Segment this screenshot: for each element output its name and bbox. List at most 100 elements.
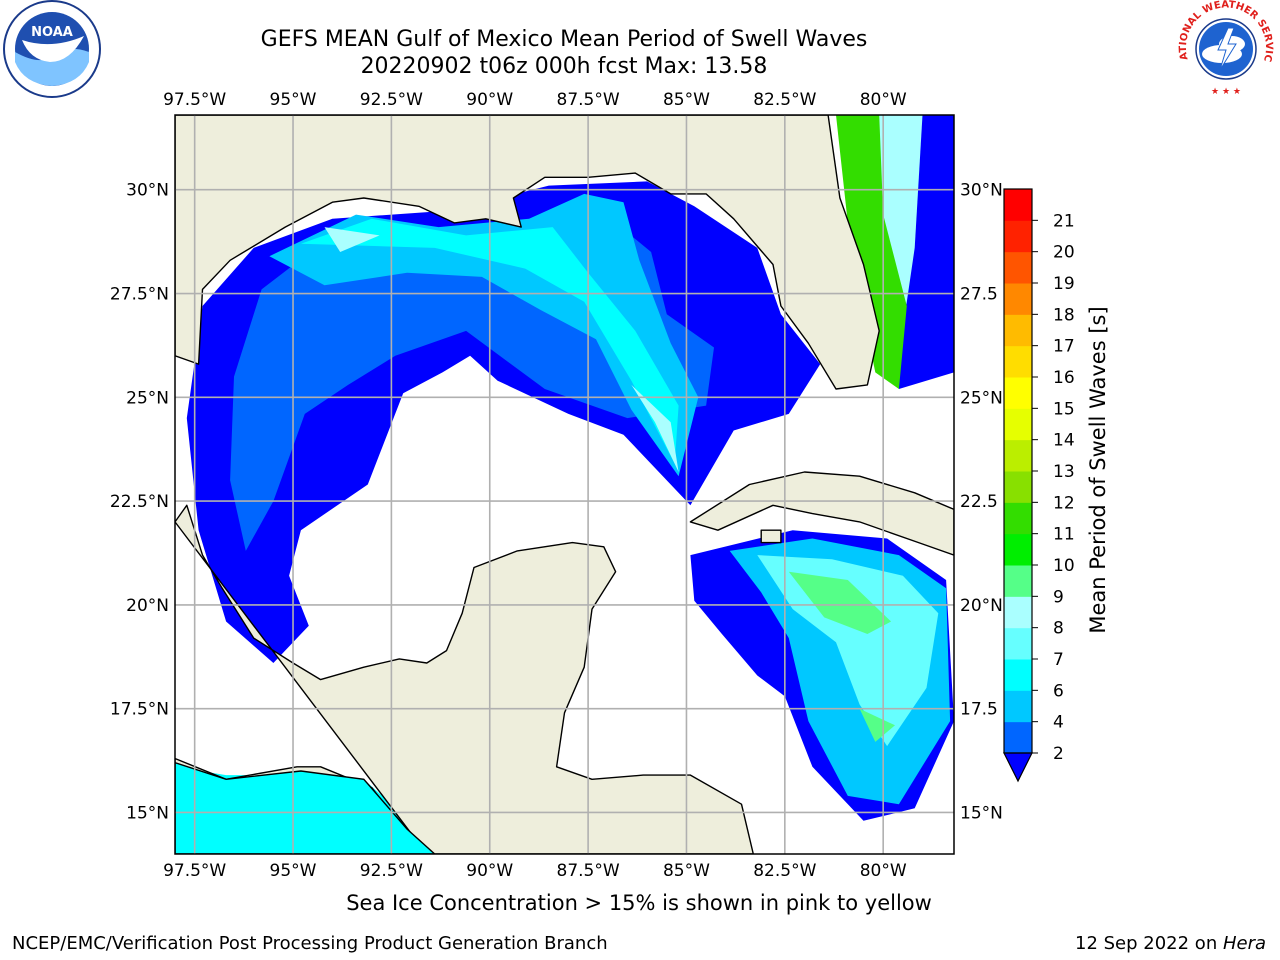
colorbar-segment — [1004, 251, 1032, 284]
colorbar-tick-label: 13 — [1053, 462, 1075, 482]
gridlines — [175, 115, 954, 854]
colorbar-segment — [1004, 565, 1032, 597]
lon-tick-label: 95°W — [270, 861, 317, 881]
lon-tick-label: 82.5°W — [753, 861, 816, 881]
colorbar-segment — [1004, 721, 1032, 754]
swell-region — [631, 384, 679, 472]
colorbar-tick-label: 19 — [1053, 274, 1075, 294]
lon-tick-label: 85°W — [663, 90, 710, 110]
lat-tick-label: 20°N — [960, 596, 1003, 616]
land-mass — [689, 471, 954, 556]
colorbar-tick-label: 12 — [1053, 493, 1075, 513]
colorbar-tick-label: 16 — [1053, 368, 1075, 388]
colorbar-label: Mean Period of Swell Waves [s] — [1086, 306, 1110, 634]
lon-tick-label: 97.5°W — [163, 90, 226, 110]
lon-tick-label: 85°W — [663, 861, 710, 881]
swell-region — [269, 193, 699, 477]
lat-tick-label: 22.5°N — [110, 492, 169, 512]
colorbar-segment — [1004, 596, 1032, 629]
colorbar-segment — [1004, 502, 1032, 535]
land-mass — [175, 504, 754, 854]
noaa-logo: NOAA — [3, 0, 101, 98]
colorbar-tick-label: 7 — [1053, 650, 1064, 670]
footer-date: 12 Sep 2022 on Hera — [1075, 933, 1266, 954]
colorbar-segment — [1004, 690, 1032, 723]
lon-tick-label: 92.5°W — [360, 90, 423, 110]
svg-text:★ ★ ★: ★ ★ ★ — [1211, 87, 1241, 97]
lat-tick-label: 27.5°N — [110, 285, 169, 305]
lat-axis-left: 30°N 27.5°N 25°N 22.5°N 20°N 17.5°N 15°N — [110, 181, 169, 824]
colorbar-segment — [1004, 345, 1032, 378]
footer-date-text: 12 Sep 2022 on — [1075, 933, 1223, 954]
colorbar-extend-triangle — [1003, 752, 1033, 783]
colorbar-tick-label: 11 — [1053, 525, 1075, 545]
colorbar-segment — [1004, 314, 1032, 347]
map-subtitle: 20220902 t06z 000h fcst Max: 13.58 — [360, 54, 768, 79]
lat-tick-label: 17.5°N — [110, 700, 169, 720]
lon-tick-label: 80°W — [860, 90, 907, 110]
swell-region — [859, 708, 895, 742]
colorbar-segment — [1004, 283, 1032, 315]
map-title: GEFS MEAN Gulf of Mexico Mean Period of … — [260, 27, 868, 52]
swell-region — [324, 227, 380, 252]
lon-tick-label: 97.5°W — [163, 861, 226, 881]
lon-axis-bottom: 97.5°W 95°W 92.5°W 90°W 87.5°W 85°W 82.5°W 80°W — [163, 861, 907, 881]
lat-tick-label: 30°N — [126, 181, 169, 201]
lat-axis-right: 30°N 27.5 25°N 22.5 20°N 17.5 15°N — [960, 181, 1003, 824]
colorbar-tick-label: 8 — [1053, 619, 1064, 639]
lon-tick-label: 82.5°W — [753, 90, 816, 110]
lon-tick-label: 80°W — [860, 861, 907, 881]
footer-credit: NCEP/EMC/Verification Post Processing Pr… — [12, 933, 608, 954]
colorbar-segment — [1004, 627, 1032, 660]
colorbar-tick-label: 17 — [1053, 337, 1075, 357]
colorbar-tick-label: 10 — [1053, 556, 1075, 576]
colorbar-segment — [1004, 220, 1032, 253]
lat-tick-label: 25°N — [960, 388, 1003, 408]
lon-tick-label: 90°W — [466, 90, 513, 110]
lat-tick-label: 20°N — [126, 596, 169, 616]
lat-tick-label: 22.5 — [960, 492, 998, 512]
land-polygons — [175, 115, 954, 854]
colorbar-tick-label: 2 — [1053, 744, 1064, 764]
colorbar-segment — [1004, 533, 1032, 566]
nws-logo: NATIONAL WEATHER SERVICE ★ ★ ★ — [1172, 0, 1274, 97]
swell-region — [836, 115, 907, 389]
colorbar: 2 4 6 7 8 9 10 11 12 13 14 15 16 17 18 19 20 21 — [1003, 188, 1075, 783]
lat-tick-label: 30°N — [960, 181, 1003, 201]
sea-ice-caption: Sea Ice Concentration > 15% is shown in … — [346, 891, 932, 915]
lon-tick-label: 92.5°W — [360, 861, 423, 881]
lat-tick-label: 15°N — [960, 803, 1003, 823]
lon-tick-label: 87.5°W — [557, 861, 620, 881]
colorbar-tick-label: 4 — [1053, 713, 1064, 733]
lat-tick-label: 15°N — [126, 803, 169, 823]
colorbar-segment — [1004, 189, 1032, 221]
colorbar-tick-label: 6 — [1053, 681, 1064, 701]
colorbar-tick-label: 15 — [1053, 399, 1075, 419]
lon-axis-top: 97.5°W 95°W 92.5°W 90°W 87.5°W 85°W 82.5°W 80°W — [163, 90, 907, 110]
colorbar-segment — [1004, 439, 1032, 472]
swell-region — [300, 218, 679, 464]
svg-text:NOAA: NOAA — [31, 25, 73, 40]
lon-tick-label: 90°W — [466, 861, 513, 881]
colorbar-segment — [1004, 471, 1032, 503]
lat-tick-label: 17.5 — [960, 700, 998, 720]
lon-tick-label: 95°W — [270, 90, 317, 110]
colorbar-tick-label: 20 — [1053, 243, 1075, 263]
map-area — [175, 115, 954, 854]
lat-tick-label: 25°N — [126, 388, 169, 408]
pacific-water — [175, 761, 436, 854]
map-frame — [174, 114, 955, 855]
lon-tick-label: 87.5°W — [557, 90, 620, 110]
land-mass — [760, 529, 782, 544]
swell-region — [788, 571, 892, 634]
swell-region — [757, 555, 939, 747]
colorbar-tick-label: 21 — [1053, 211, 1075, 231]
colorbar-tick-label: 9 — [1053, 587, 1064, 607]
colorbar-tick-label: 18 — [1053, 305, 1075, 325]
footer-machine: Hera — [1222, 933, 1266, 954]
colorbar-segment — [1004, 408, 1032, 441]
colorbar-segment — [1004, 377, 1032, 409]
colorbar-tick-label: 14 — [1053, 431, 1075, 451]
colorbar-segment — [1004, 659, 1032, 691]
